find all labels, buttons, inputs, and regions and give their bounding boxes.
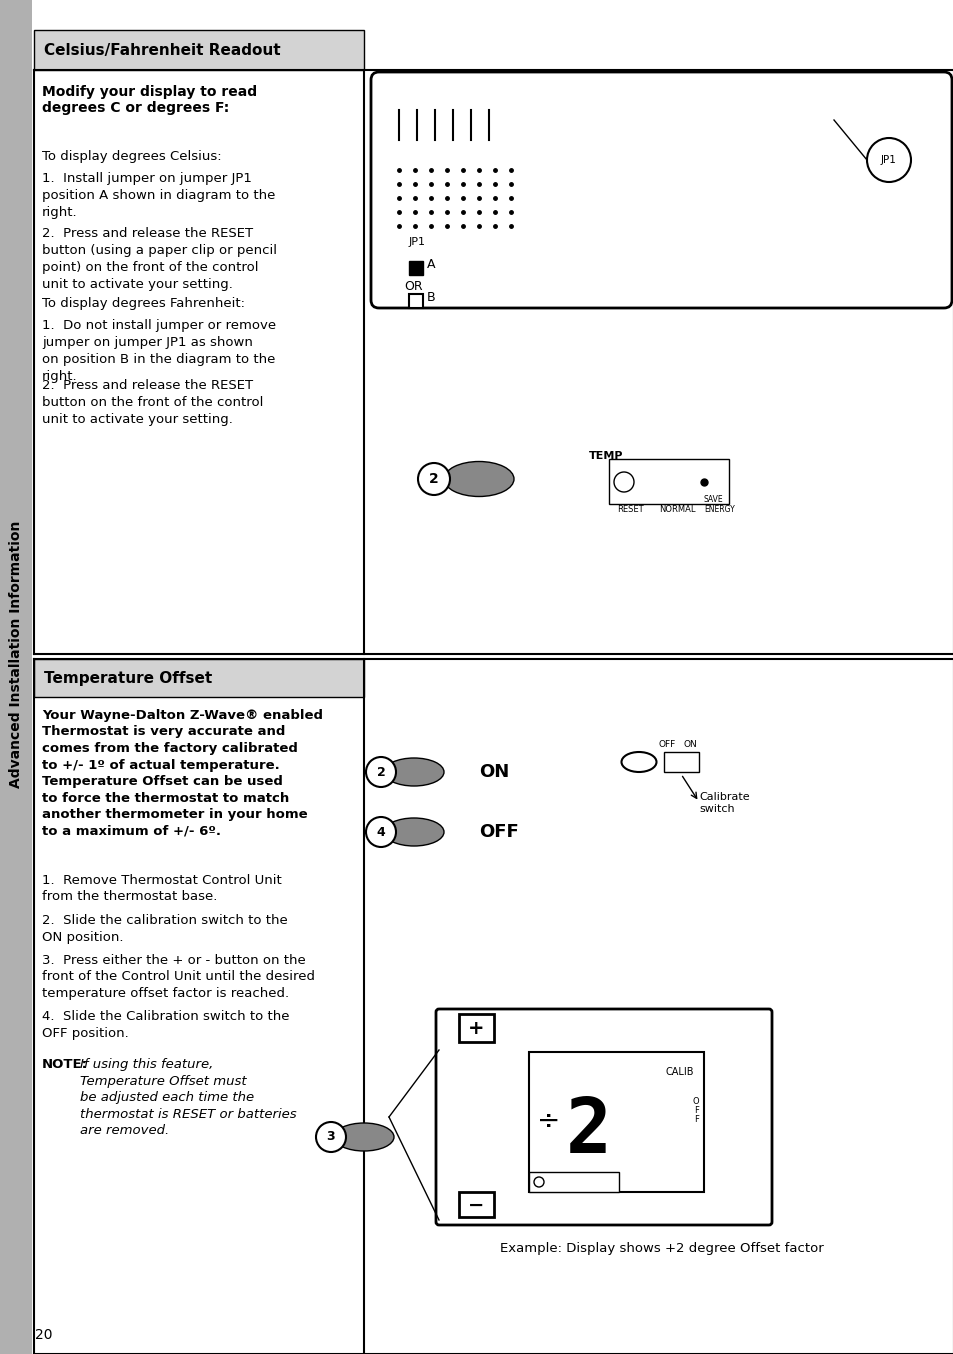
Text: Modify your display to read
degrees C or degrees F:: Modify your display to read degrees C or… [42, 85, 257, 115]
Text: ÷: ÷ [537, 1108, 560, 1136]
Text: RESET: RESET [617, 505, 643, 515]
Text: +: + [467, 1018, 484, 1037]
Text: Advanced Installation Information: Advanced Installation Information [9, 520, 23, 788]
Circle shape [866, 138, 910, 181]
Text: SAVE
ENERGY: SAVE ENERGY [703, 494, 734, 515]
Text: TEMP: TEMP [588, 451, 623, 460]
Bar [529, 1052, 703, 1192]
Circle shape [366, 757, 395, 787]
Text: −: − [467, 1196, 484, 1215]
Text: Example: Display shows +2 degree Offset factor: Example: Display shows +2 degree Offset … [499, 1242, 822, 1255]
Circle shape [534, 1177, 543, 1187]
Bar [34, 30, 364, 70]
Ellipse shape [620, 751, 656, 772]
Text: To display degrees Fahrenheit:: To display degrees Fahrenheit: [42, 297, 245, 310]
Text: 2.  Press and release the RESET
button (using a paper clip or pencil
point) on t: 2. Press and release the RESET button (u… [42, 227, 276, 291]
Text: B: B [427, 291, 436, 305]
Text: NORMAL: NORMAL [659, 505, 695, 515]
Text: CALIB: CALIB [665, 1067, 693, 1076]
Text: 4: 4 [376, 826, 385, 838]
Text: 3.  Press either the + or - button on the
front of the Control Unit until the de: 3. Press either the + or - button on the… [42, 955, 314, 1001]
Text: If using this feature,
Temperature Offset must
be adjusted each time the
thermos: If using this feature, Temperature Offse… [80, 1057, 296, 1137]
Text: A: A [427, 259, 435, 271]
Bar [409, 294, 422, 307]
Bar [0, 0, 32, 1354]
Text: Celsius/Fahrenheit Readout: Celsius/Fahrenheit Readout [44, 42, 280, 57]
Text: OR: OR [403, 280, 422, 292]
Text: OFF: OFF [659, 741, 676, 749]
Text: 1.  Install jumper on jumper JP1
position A shown in diagram to the
right.: 1. Install jumper on jumper JP1 position… [42, 172, 275, 219]
Text: Temperature Offset: Temperature Offset [44, 670, 212, 685]
Text: 2.  Press and release the RESET
button on the front of the control
unit to activ: 2. Press and release the RESET button on… [42, 379, 263, 427]
Text: O
F
F: O F F [692, 1097, 699, 1124]
Text: 4.  Slide the Calibration switch to the
OFF position.: 4. Slide the Calibration switch to the O… [42, 1010, 289, 1040]
Bar [34, 659, 364, 697]
Bar [34, 30, 364, 70]
Circle shape [614, 473, 634, 492]
Ellipse shape [334, 1122, 394, 1151]
Text: 2: 2 [429, 473, 438, 486]
Text: 2: 2 [376, 765, 385, 779]
Text: NOTE:: NOTE: [42, 1057, 88, 1071]
Ellipse shape [443, 462, 514, 497]
Text: 3: 3 [326, 1131, 335, 1144]
FancyBboxPatch shape [436, 1009, 771, 1225]
Circle shape [417, 463, 450, 496]
Text: 1.  Do not install jumper or remove
jumper on jumper JP1 as shown
on position B : 1. Do not install jumper or remove jumpe… [42, 320, 275, 383]
Text: 2.  Slide the calibration switch to the
ON position.: 2. Slide the calibration switch to the O… [42, 914, 288, 944]
Text: 20: 20 [35, 1328, 52, 1342]
Bar [409, 261, 422, 275]
Ellipse shape [384, 758, 443, 787]
Bar [458, 1014, 494, 1043]
Bar [608, 459, 728, 504]
Text: Your Wayne-Dalton Z-Wave® enabled
Thermostat is very accurate and
comes from the: Your Wayne-Dalton Z-Wave® enabled Thermo… [42, 709, 323, 838]
Circle shape [315, 1122, 346, 1152]
Text: To display degrees Celsius:: To display degrees Celsius: [42, 150, 221, 162]
Bar [529, 1173, 618, 1192]
Text: OFF: OFF [478, 823, 518, 841]
Text: Calibrate
switch: Calibrate switch [699, 792, 749, 814]
Text: 1.  Remove Thermostat Control Unit
from the thermostat base.: 1. Remove Thermostat Control Unit from t… [42, 873, 281, 903]
Text: JP1: JP1 [409, 237, 426, 246]
FancyBboxPatch shape [371, 72, 951, 307]
Text: JP1: JP1 [881, 154, 896, 165]
Text: 2: 2 [565, 1095, 612, 1169]
Text: ON: ON [478, 764, 509, 781]
Bar [663, 751, 699, 772]
Circle shape [366, 816, 395, 848]
Bar [458, 1192, 494, 1217]
Ellipse shape [384, 818, 443, 846]
Text: ON: ON [683, 741, 697, 749]
